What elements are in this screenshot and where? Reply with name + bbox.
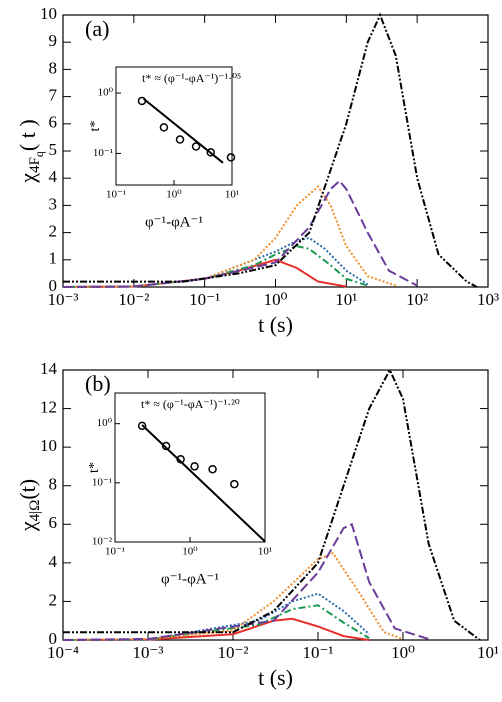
curve [62, 245, 369, 288]
data-point [191, 142, 201, 151]
y-label-sub: 4|Ω [27, 500, 43, 522]
curve [63, 367, 481, 641]
inset-y-label: t* [87, 462, 102, 473]
curve [62, 184, 397, 288]
y-label-sub: 4F [27, 157, 43, 173]
inset-y-tick-label: 10⁰ [98, 87, 114, 99]
y-tick-label: 9 [49, 31, 58, 50]
inset-annotation: t* ≈ (φ⁻¹-φA⁻¹)⁻¹·⁰⁵ [142, 71, 241, 85]
y-label-rest: ( t ) [15, 119, 40, 151]
inset-x-tick-label: 10⁰ [166, 189, 182, 201]
y-axis-label: χ4|Ω(t) [15, 479, 43, 532]
inset-x-tick-label: 10⁰ [182, 546, 198, 558]
y-tick-label: 0 [49, 276, 58, 295]
y-tick-label: 14 [40, 359, 58, 378]
x-axis-label: t (s) [258, 665, 293, 690]
inset-y-tick-label: 10⁻¹ [93, 147, 113, 159]
y-tick-label: 2 [49, 590, 58, 609]
data-point [190, 462, 199, 471]
x-tick-label: 10⁰ [391, 643, 415, 662]
inset-y-label: t* [88, 121, 103, 132]
y-tick-label: 8 [49, 475, 58, 494]
y-tick-label: 10 [40, 436, 57, 455]
y-label-main: χ [15, 521, 40, 532]
data-point [208, 464, 217, 474]
y-tick-label: 10 [40, 4, 57, 23]
y-tick-label: 0 [49, 629, 58, 648]
inset-x-label: φ⁻¹-φA⁻¹ [145, 214, 203, 230]
inset-x-tick-label: 10¹ [225, 189, 239, 201]
y-tick-label: 12 [40, 397, 57, 416]
inset-y-tick-label: 10⁻² [92, 536, 113, 548]
curve [62, 551, 404, 641]
inset-y-tick-label: 10⁰ [97, 417, 113, 429]
inset-x-tick-label: 10⁻¹ [105, 546, 125, 558]
y-tick-label: 4 [49, 167, 58, 186]
inset-annotation: t* ≈ (φ⁻¹-φA⁻¹)⁻¹·²⁰ [141, 397, 240, 411]
y-tick-label: 6 [49, 113, 58, 132]
panel-label: (b) [85, 371, 111, 396]
y-tick-label: 6 [49, 513, 58, 532]
y-tick-label: 1 [49, 249, 58, 268]
y-axis-label: χ4Fq( t ) [15, 119, 46, 183]
curve [62, 258, 347, 288]
x-tick-label: 10⁻¹ [302, 643, 333, 662]
x-tick-label: 10¹ [335, 290, 357, 309]
x-tick-label: 10⁻³ [47, 290, 78, 309]
y-label-main: χ [15, 173, 40, 184]
data-point [230, 479, 239, 489]
x-tick-label: 10⁻¹ [189, 290, 220, 309]
curve [62, 522, 429, 641]
y-tick-label: 3 [49, 194, 58, 213]
data-point [159, 123, 169, 132]
inset-x-tick-label: 10⁻¹ [106, 189, 126, 201]
data-point [137, 96, 147, 106]
data-point [226, 153, 236, 162]
curve [62, 179, 418, 288]
fit-line [143, 98, 224, 164]
x-tick-label: 10⁻² [118, 290, 149, 309]
curve [63, 12, 478, 288]
x-tick-label: 10⁻² [217, 643, 248, 662]
x-tick-label: 10⁻⁴ [47, 643, 79, 662]
y-label-subsub: q [32, 151, 46, 157]
data-point [137, 421, 147, 431]
inset-x-tick-label: 10¹ [258, 546, 272, 558]
x-tick-label: 10⁰ [264, 290, 288, 309]
panel-label: (a) [85, 16, 109, 41]
x-tick-label: 10¹ [477, 643, 499, 662]
inset-x-label: φ⁻¹-φA⁻¹ [161, 571, 219, 587]
y-label-rest: (t) [15, 479, 40, 500]
plot-frame [62, 369, 489, 641]
y-tick-label: 8 [49, 58, 58, 77]
data-point [176, 455, 185, 464]
x-axis-label: t (s) [258, 312, 293, 337]
y-tick-label: 4 [49, 552, 58, 571]
y-tick-label: 7 [49, 86, 58, 105]
inset-y-tick-label: 10⁻¹ [92, 476, 112, 488]
x-tick-label: 10³ [477, 290, 499, 309]
inset-frame [115, 66, 233, 186]
y-tick-label: 5 [49, 140, 58, 159]
data-point [161, 441, 171, 451]
curve [62, 617, 370, 641]
curve [62, 236, 369, 288]
data-point [175, 135, 185, 144]
x-tick-label: 10⁻³ [132, 643, 163, 662]
data-point [206, 148, 215, 157]
y-tick-label: 2 [49, 222, 58, 241]
x-tick-label: 10² [406, 290, 428, 309]
inset-frame [114, 392, 266, 543]
